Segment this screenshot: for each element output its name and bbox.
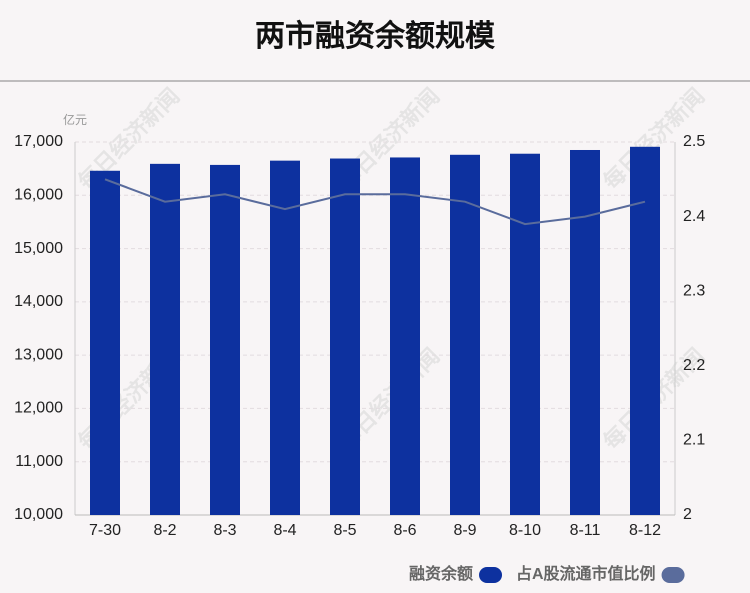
y-tick-label: 16,000 bbox=[14, 187, 63, 204]
y2-tick-label: 2.4 bbox=[683, 208, 705, 225]
y2-tick-label: 2.3 bbox=[683, 282, 705, 299]
bar bbox=[450, 154, 480, 515]
legend-label: 融资余额 bbox=[409, 564, 473, 583]
x-tick-label: 8-11 bbox=[570, 522, 601, 539]
y2-tick-label: 2.1 bbox=[683, 432, 705, 449]
x-tick-label: 8-10 bbox=[509, 522, 541, 539]
x-tick-label: 8-9 bbox=[453, 522, 476, 539]
chart-title: 两市融资余额规模 bbox=[255, 19, 495, 53]
y2-tick-label: 2 bbox=[683, 506, 692, 523]
y-tick-label: 14,000 bbox=[14, 293, 63, 310]
bar bbox=[390, 157, 420, 515]
x-tick-label: 8-4 bbox=[273, 522, 296, 539]
legend-swatch bbox=[479, 567, 503, 583]
bar bbox=[510, 153, 540, 516]
x-tick-label: 8-3 bbox=[213, 522, 236, 539]
bar bbox=[150, 163, 180, 515]
x-tick-label: 8-5 bbox=[333, 522, 356, 539]
line bbox=[104, 178, 646, 226]
y-tick-label: 12,000 bbox=[14, 400, 63, 417]
bar bbox=[330, 158, 360, 516]
y-tick-label: 10,000 bbox=[14, 506, 63, 523]
x-tick-label: 8-12 bbox=[629, 522, 661, 539]
y2-tick-label: 2.5 bbox=[683, 133, 705, 150]
bar bbox=[210, 164, 240, 516]
y-tick-label: 17,000 bbox=[14, 133, 63, 150]
x-tick-label: 8-2 bbox=[153, 522, 176, 539]
x-tick-label: 7-30 bbox=[89, 522, 121, 539]
y-tick-label: 13,000 bbox=[14, 346, 63, 363]
bar bbox=[570, 149, 600, 515]
y-unit: 亿元 bbox=[63, 112, 87, 127]
legend-label: 占A股流通市值比例 bbox=[516, 564, 656, 583]
legend-swatch bbox=[661, 567, 685, 583]
bar bbox=[630, 146, 660, 515]
y-tick-label: 15,000 bbox=[14, 240, 63, 257]
x-tick-label: 8-6 bbox=[393, 522, 416, 539]
y-tick-label: 11,000 bbox=[15, 453, 63, 470]
bar bbox=[270, 160, 300, 515]
bar bbox=[90, 170, 120, 515]
y2-tick-label: 2.2 bbox=[683, 357, 705, 374]
